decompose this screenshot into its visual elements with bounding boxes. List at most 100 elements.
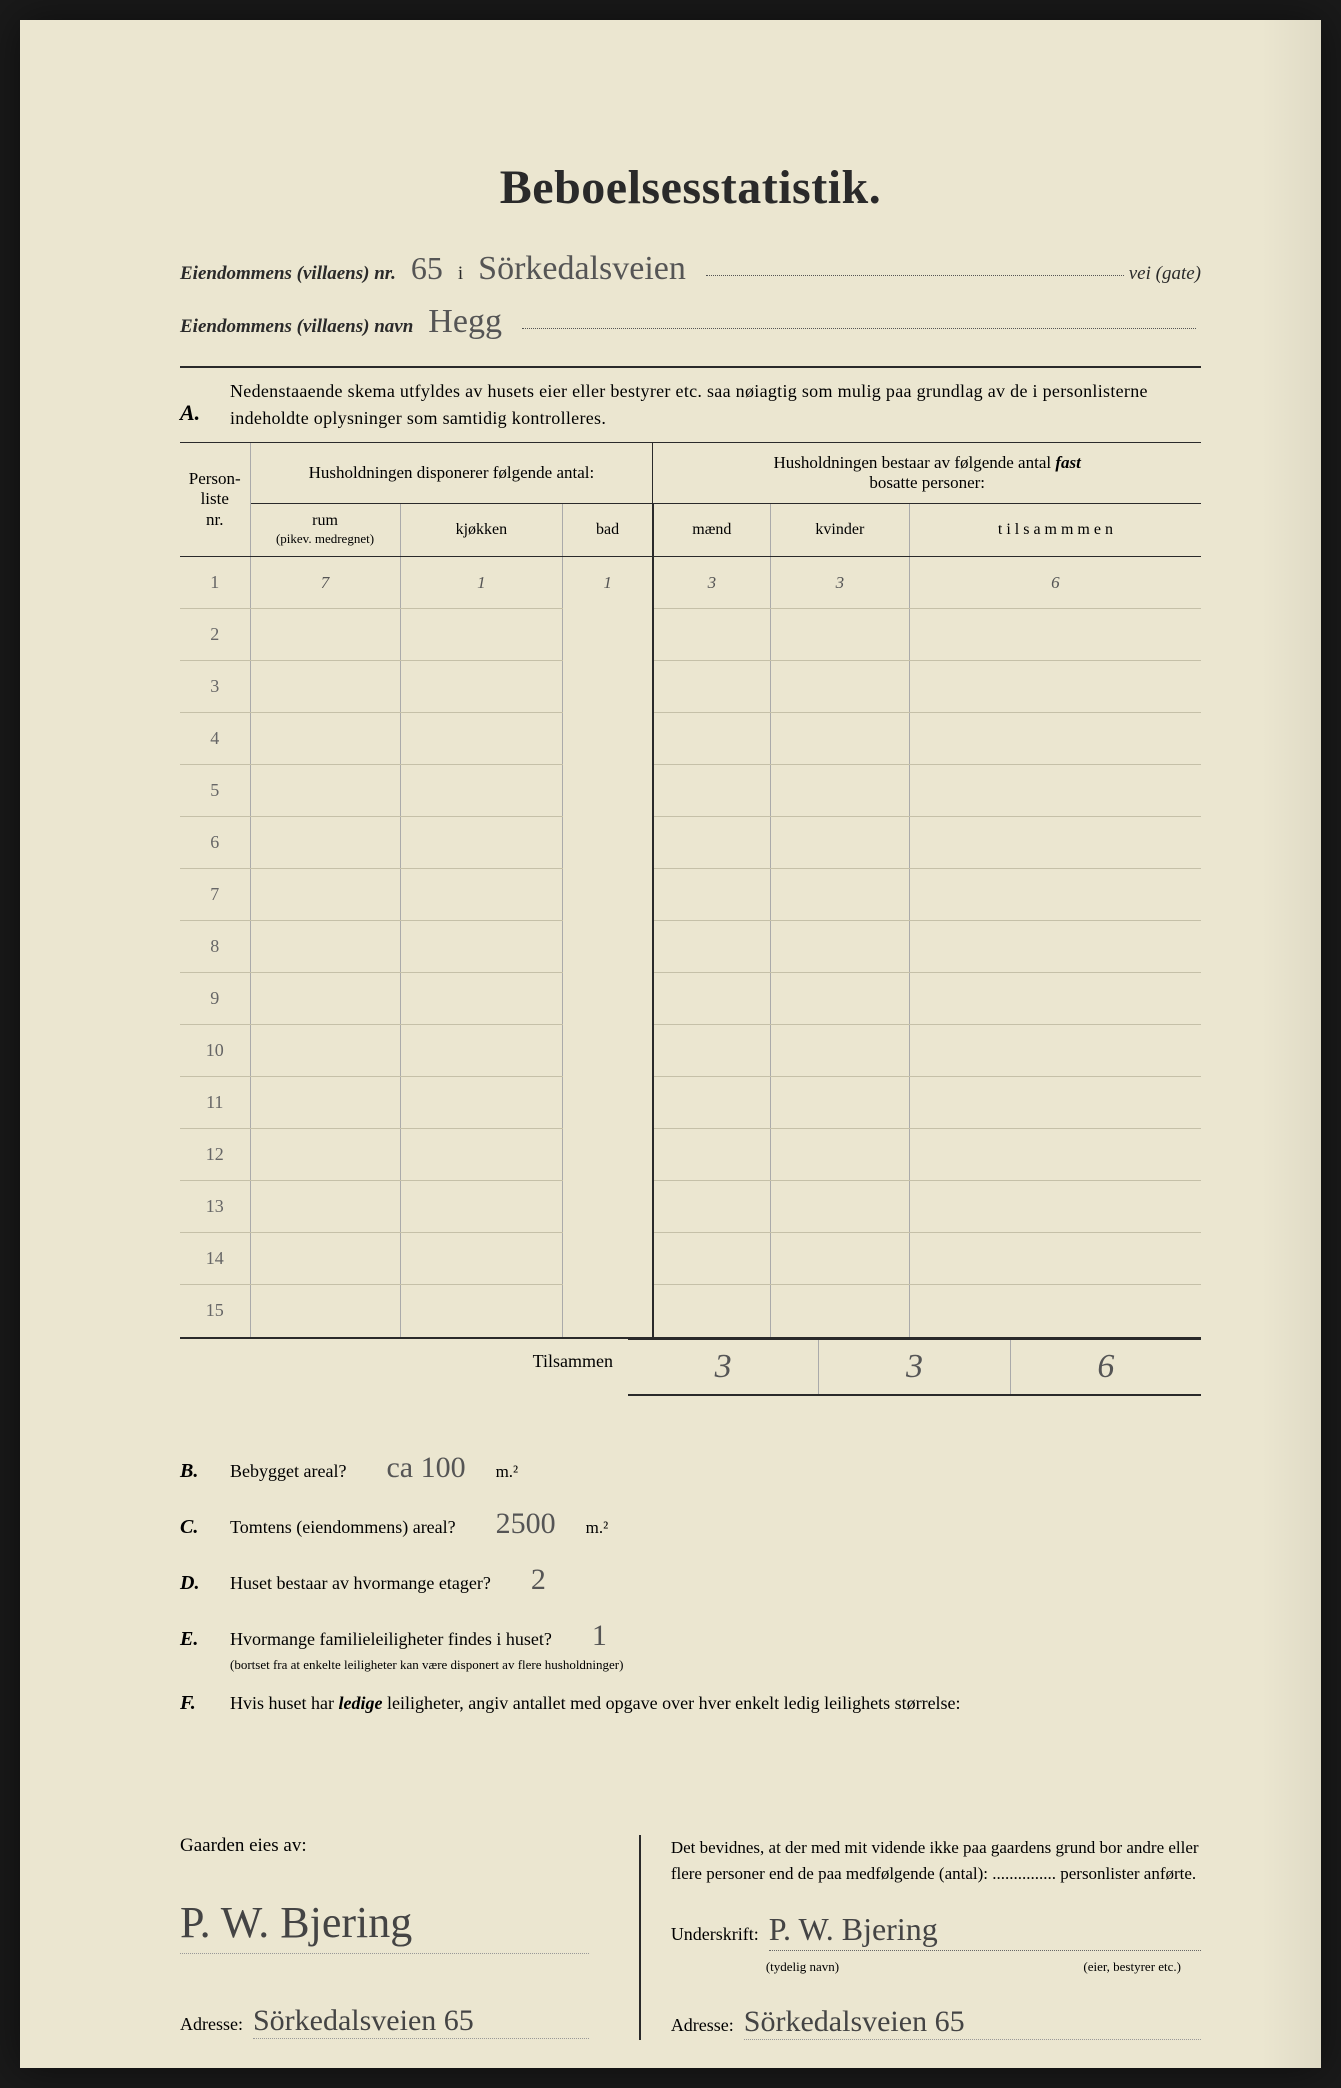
total-tilsammen: 6: [1011, 1340, 1201, 1394]
q-b-value: ca 100: [356, 1451, 495, 1485]
cell-kjokken: [400, 713, 563, 765]
table-row: 8: [180, 921, 1201, 973]
cell-tilsammen: [909, 1233, 1201, 1285]
cell-tilsammen: [909, 817, 1201, 869]
table-row: 12: [180, 1129, 1201, 1181]
cell-kjokken: 1: [400, 557, 563, 609]
cell-bad: [563, 1077, 653, 1129]
property-name-line: Eiendommens (villaens) navn Hegg: [180, 303, 1201, 341]
cell-rum: [250, 661, 400, 713]
cell-kvinder: [770, 713, 909, 765]
row-nr: 11: [180, 1077, 250, 1129]
cell-kvinder: [770, 765, 909, 817]
cell-rum: [250, 1233, 400, 1285]
property-name-label: Eiendommens (villaens) navn: [180, 316, 413, 338]
table-row: 13: [180, 1181, 1201, 1233]
cell-tilsammen: [909, 765, 1201, 817]
question-f: F. Hvis huset har ledige leiligheter, an…: [180, 1692, 1201, 1715]
q-c-value: 2500: [466, 1507, 586, 1541]
cell-bad: [563, 921, 653, 973]
right-addr-value: Sörkedalsveien 65: [744, 2005, 1201, 2040]
cell-kjokken: [400, 1129, 563, 1181]
row-nr: 13: [180, 1181, 250, 1233]
row-nr: 2: [180, 609, 250, 661]
cell-rum: [250, 1129, 400, 1181]
cell-kvinder: [770, 609, 909, 661]
questions-section: B. Bebygget areal? ca 100 m.² C. Tomtens…: [180, 1451, 1201, 1716]
cell-bad: [563, 1181, 653, 1233]
cell-rum: [250, 869, 400, 921]
q-b-letter: B.: [180, 1460, 230, 1483]
cell-tilsammen: [909, 609, 1201, 661]
cell-kvinder: [770, 921, 909, 973]
q-d-text: Huset bestaar av hvormange etager?: [230, 1573, 501, 1594]
q-e-sub: (bortset fra at enkelte leiligheter kan …: [180, 1657, 1201, 1673]
cell-maend: [653, 1077, 771, 1129]
cell-tilsammen: [909, 1181, 1201, 1233]
cell-maend: [653, 1233, 771, 1285]
cell-maend: [653, 1285, 771, 1337]
cell-maend: 3: [653, 557, 771, 609]
total-kvinder: 3: [819, 1340, 1010, 1394]
row-nr: 1: [180, 557, 250, 609]
table-row: 14: [180, 1233, 1201, 1285]
cell-kvinder: [770, 1233, 909, 1285]
th-kjokken: kjøkken: [400, 504, 563, 557]
question-e: E. Hvormange familieleiligheter findes i…: [180, 1619, 1201, 1653]
cell-bad: [563, 765, 653, 817]
table-row: 7: [180, 869, 1201, 921]
vei-gate-label: vei (gate): [1129, 263, 1201, 285]
cell-kjokken: [400, 661, 563, 713]
cell-bad: [563, 661, 653, 713]
row-nr: 3: [180, 661, 250, 713]
table-row: 3: [180, 661, 1201, 713]
th-kvinder: kvinder: [770, 504, 909, 557]
signature-label: Underskrift:: [671, 1924, 769, 1945]
cell-kvinder: [770, 1077, 909, 1129]
cell-kjokken: [400, 1285, 563, 1337]
row-nr: 6: [180, 817, 250, 869]
cell-rum: [250, 973, 400, 1025]
footer-right: Det bevidnes, at der med mit vidende ikk…: [639, 1835, 1201, 2040]
cell-kvinder: [770, 973, 909, 1025]
cell-kvinder: [770, 1285, 909, 1337]
cell-bad: [563, 1129, 653, 1181]
cell-tilsammen: [909, 1025, 1201, 1077]
q-e-text: Hvormange familieleiligheter findes i hu…: [230, 1629, 562, 1650]
cell-kjokken: [400, 1025, 563, 1077]
property-nr-line: Eiendommens (villaens) nr. 65 i Sörkedal…: [180, 250, 1201, 288]
row-nr: 4: [180, 713, 250, 765]
owner-signature: P. W. Bjering: [180, 1897, 589, 1954]
th-household-dispose: Husholdningen disponerer følgende antal:: [250, 443, 653, 504]
document-title: Beboelsesstatistik.: [180, 160, 1201, 215]
totals-row: Tilsammen 3 3 6: [180, 1339, 1201, 1396]
cell-rum: [250, 1077, 400, 1129]
q-e-letter: E.: [180, 1628, 230, 1651]
cell-rum: [250, 1285, 400, 1337]
signature-value: P. W. Bjering: [769, 1911, 1201, 1951]
row-nr: 12: [180, 1129, 250, 1181]
q-d-letter: D.: [180, 1572, 230, 1595]
q-c-text: Tomtens (eiendommens) areal?: [230, 1517, 466, 1538]
cell-bad: [563, 609, 653, 661]
attestation-text: Det bevidnes, at der med mit vidende ikk…: [671, 1835, 1201, 1886]
cell-rum: [250, 609, 400, 661]
cell-maend: [653, 661, 771, 713]
cell-maend: [653, 713, 771, 765]
question-b: B. Bebygget areal? ca 100 m.²: [180, 1451, 1201, 1485]
dotted-line: [522, 328, 1196, 329]
table-row: 15: [180, 1285, 1201, 1337]
cell-bad: [563, 817, 653, 869]
cell-bad: [563, 1025, 653, 1077]
th-household-consists: Husholdningen bestaar av følgende antal …: [653, 443, 1201, 504]
cell-tilsammen: [909, 1285, 1201, 1337]
table-row: 10: [180, 1025, 1201, 1077]
cell-kjokken: [400, 765, 563, 817]
cell-rum: [250, 921, 400, 973]
right-addr-label: Adresse:: [671, 2015, 744, 2036]
cell-maend: [653, 765, 771, 817]
cell-kvinder: [770, 817, 909, 869]
owner-label: Gaarden eies av:: [180, 1835, 589, 1857]
property-name-value: Hegg: [413, 303, 517, 341]
section-a: A. Nedenstaaende skema utfyldes av huset…: [180, 366, 1201, 443]
